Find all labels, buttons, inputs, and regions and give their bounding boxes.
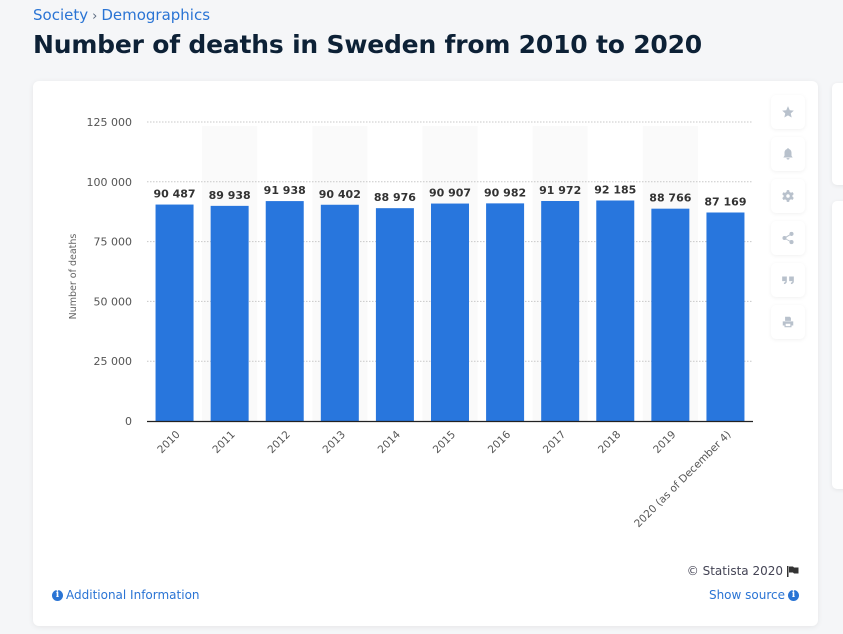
bar xyxy=(320,204,359,421)
chart-toolbar xyxy=(771,95,805,347)
bar xyxy=(155,204,194,421)
data-label: 87 169 xyxy=(704,195,746,208)
y-tick-label: 75 000 xyxy=(94,236,133,249)
info-icon: i xyxy=(788,589,799,601)
star-icon xyxy=(782,106,794,118)
y-tick-label: 125 000 xyxy=(87,116,133,129)
bar xyxy=(541,201,580,421)
bar xyxy=(375,208,414,421)
data-label: 90 907 xyxy=(429,187,471,200)
show-source-label: Show source xyxy=(708,588,785,602)
breadcrumb-demographics[interactable]: Demographics xyxy=(101,6,211,24)
data-label: 90 402 xyxy=(319,188,361,201)
print-icon xyxy=(782,316,794,328)
data-label: 90 487 xyxy=(153,188,195,201)
bar xyxy=(706,212,745,421)
show-source-link[interactable]: Show source i xyxy=(709,588,799,602)
x-tick-label: 2017 xyxy=(541,429,568,456)
share-button[interactable] xyxy=(771,221,805,255)
breadcrumb-separator: › xyxy=(92,9,98,24)
data-label: 90 982 xyxy=(484,186,526,199)
additional-information-link[interactable]: i Additional Information xyxy=(52,588,200,602)
page-title: Number of deaths in Sweden from 2010 to … xyxy=(33,30,702,59)
settings-button[interactable] xyxy=(771,179,805,213)
x-tick-label: 2012 xyxy=(265,429,292,456)
copyright-text: © Statista 2020 xyxy=(686,564,783,578)
x-tick-label: 2013 xyxy=(321,429,348,456)
side-panel xyxy=(832,83,843,185)
x-tick-label: 2020 (as of December 4) xyxy=(632,429,733,530)
x-tick-label: 2018 xyxy=(596,429,623,456)
data-label: 88 976 xyxy=(374,191,416,204)
notification-button[interactable] xyxy=(771,137,805,171)
share-icon xyxy=(782,231,794,245)
bar xyxy=(651,208,690,421)
favorite-button[interactable] xyxy=(771,95,805,129)
bar xyxy=(596,200,635,421)
data-label: 88 766 xyxy=(649,192,691,205)
side-panel xyxy=(832,201,843,489)
data-label: 91 972 xyxy=(539,184,581,197)
x-tick-label: 2011 xyxy=(210,429,237,456)
data-label: 91 938 xyxy=(264,184,306,197)
x-tick-label: 2014 xyxy=(376,428,404,456)
y-tick-label: 100 000 xyxy=(87,176,133,189)
x-tick-label: 2016 xyxy=(486,428,514,456)
print-button[interactable] xyxy=(771,305,805,339)
y-tick-label: 0 xyxy=(125,415,132,428)
gear-icon xyxy=(782,190,794,202)
x-tick-label: 2010 xyxy=(155,429,182,456)
breadcrumb: Society › Demographics xyxy=(33,6,210,24)
data-label: 92 185 xyxy=(594,183,636,196)
quote-icon xyxy=(782,276,794,285)
cite-button[interactable] xyxy=(771,263,805,297)
bar xyxy=(210,205,249,421)
y-tick-label: 50 000 xyxy=(94,295,133,308)
bar xyxy=(431,203,469,421)
bar xyxy=(486,203,525,421)
y-axis-label: Number of deaths xyxy=(68,234,79,320)
flag-icon[interactable] xyxy=(787,565,799,577)
copyright: © Statista 2020 xyxy=(687,564,799,578)
additional-information-label: Additional Information xyxy=(66,588,200,602)
breadcrumb-society[interactable]: Society xyxy=(33,6,89,24)
x-tick-label: 2015 xyxy=(431,429,458,456)
y-tick-label: 25 000 xyxy=(94,355,133,368)
info-icon: i xyxy=(52,589,63,601)
bell-icon xyxy=(783,148,793,160)
x-tick-label: 2019 xyxy=(651,429,678,456)
bar xyxy=(265,201,304,421)
data-label: 89 938 xyxy=(209,189,251,202)
